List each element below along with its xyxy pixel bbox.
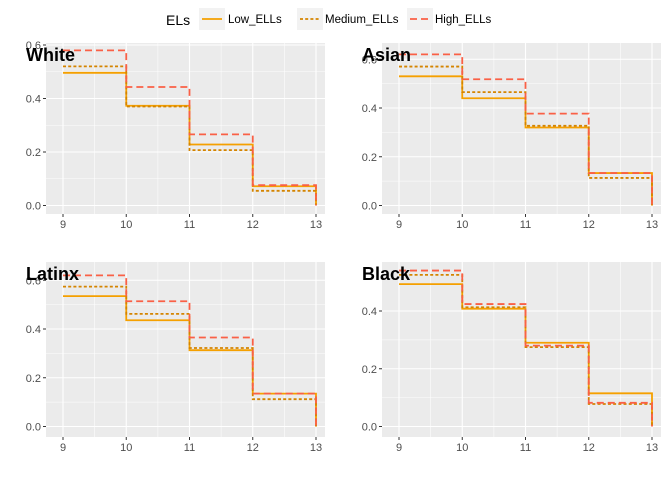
y-tick-label: 0.2 (362, 364, 377, 376)
y-tick-label: 0.0 (362, 201, 377, 213)
panel-background (46, 43, 325, 214)
panel-title: Latinx (26, 264, 79, 284)
x-tick-label: 12 (247, 442, 259, 454)
x-tick-label: 9 (396, 442, 402, 454)
legend-label: High_ELLs (435, 14, 492, 26)
y-tick-label: 0.0 (362, 422, 377, 434)
panels: 0.0 0.2 0.4 0.6 9 10 11 12 13 White 0.0 0.2 0.4 0.6 9 1… (26, 40, 661, 454)
panel-background (46, 262, 325, 437)
series-line-high-ells (399, 269, 653, 427)
x-tick-label: 11 (184, 219, 195, 231)
panel-white: 0.0 0.2 0.4 0.6 9 10 11 12 13 White (26, 40, 325, 231)
y-tick-label: 0.4 (362, 103, 377, 115)
x-tick-label: 11 (520, 219, 531, 231)
legend-title: ELs (166, 12, 190, 28)
y-tick-label: 0.6 (26, 275, 41, 287)
panel-asian: 0.0 0.2 0.4 0.6 9 10 11 12 13 Asian (362, 43, 661, 231)
legend-key-background (407, 8, 433, 30)
x-tick-label: 10 (120, 219, 132, 231)
panel-black: 0.0 0.2 0.4 9 10 11 12 13 Black (362, 262, 661, 454)
series-line-medium-ells (63, 285, 317, 427)
legend-entry-high-ells: High_ELLs (407, 8, 492, 30)
y-tick-label: 0.0 (26, 201, 41, 213)
panel-background (382, 43, 661, 214)
legend-key-background (297, 8, 323, 30)
x-tick-label: 11 (520, 442, 531, 454)
x-tick-label: 12 (583, 442, 595, 454)
panel-latinx: 0.0 0.2 0.4 0.6 9 10 11 12 13 Latinx (26, 262, 325, 454)
legend-entries: Low_ELLs Medium_ELLs High_ELLs (199, 8, 492, 30)
series-line-high-ells (63, 274, 317, 427)
x-tick-label: 10 (120, 442, 132, 454)
x-tick-label: 9 (396, 219, 402, 231)
legend-entry-low-ells: Low_ELLs (199, 8, 282, 30)
x-tick-label: 13 (310, 442, 322, 454)
legend: ELs Low_ELLs Medium_ELLs High_ELLs (166, 8, 492, 30)
panel-background (382, 262, 661, 437)
x-tick-label: 12 (247, 219, 259, 231)
series-line-high-ells (399, 53, 653, 206)
x-tick-label: 13 (646, 442, 658, 454)
x-tick-label: 13 (646, 219, 658, 231)
y-tick-label: 0.2 (26, 147, 41, 159)
panel-title: Black (362, 264, 411, 284)
x-tick-label: 9 (60, 219, 66, 231)
x-tick-label: 10 (456, 442, 468, 454)
panel-title: Asian (362, 45, 411, 65)
series-line-medium-ells (63, 65, 317, 206)
x-tick-label: 10 (456, 219, 468, 231)
legend-entry-medium-ells: Medium_ELLs (297, 8, 399, 30)
x-tick-label: 12 (583, 219, 595, 231)
x-tick-label: 9 (60, 442, 66, 454)
y-tick-label: 0.2 (362, 152, 377, 164)
y-tick-label: 0.4 (26, 324, 41, 336)
y-tick-label: 0.6 (362, 54, 377, 66)
x-tick-label: 11 (184, 442, 195, 454)
legend-label: Medium_ELLs (325, 14, 399, 26)
y-tick-label: 0.0 (26, 422, 41, 434)
panel-title: White (26, 45, 75, 65)
y-tick-label: 0.4 (26, 94, 41, 106)
y-tick-label: 0.2 (26, 373, 41, 385)
series-line-high-ells (63, 49, 317, 206)
x-tick-label: 13 (310, 219, 322, 231)
y-tick-label: 0.6 (26, 40, 41, 52)
y-tick-label: 0.4 (362, 306, 377, 318)
legend-label: Low_ELLs (228, 14, 282, 26)
series-line-medium-ells (399, 65, 653, 206)
